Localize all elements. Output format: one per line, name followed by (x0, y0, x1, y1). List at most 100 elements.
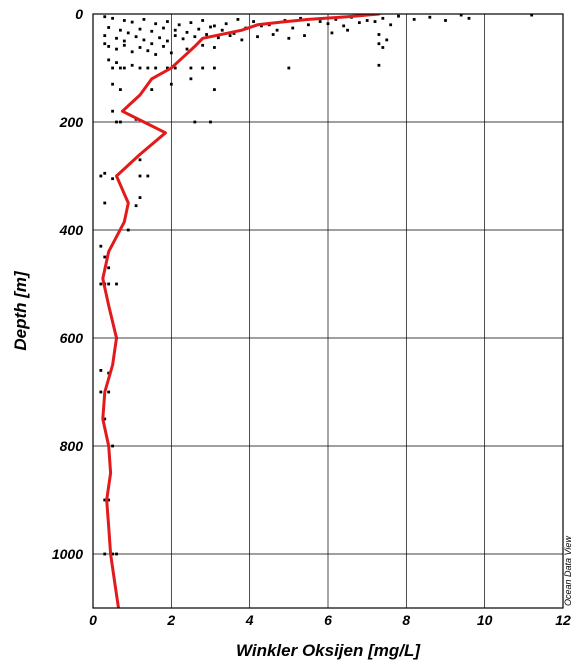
data-point-63 (216, 36, 220, 40)
data-point-136 (107, 371, 111, 375)
data-point-33 (150, 29, 154, 33)
data-point-106 (119, 88, 122, 91)
data-point-130 (99, 282, 103, 286)
data-point-34 (162, 26, 165, 30)
data-point-9 (201, 19, 205, 22)
data-point-144 (111, 552, 114, 556)
data-point-7 (177, 23, 181, 27)
data-point-99 (201, 66, 205, 70)
data-point-103 (287, 66, 291, 70)
data-point-64 (228, 34, 232, 37)
data-point-11 (224, 22, 228, 26)
x-tick-label-4: 8 (402, 612, 410, 628)
data-point-74 (103, 42, 107, 46)
data-point-23 (412, 18, 416, 21)
data-point-5 (154, 22, 158, 26)
data-point-143 (103, 552, 107, 556)
data-point-60 (181, 37, 185, 41)
data-point-132 (107, 282, 111, 286)
data-point-120 (99, 174, 103, 178)
data-point-82 (162, 45, 165, 48)
data-point-83 (169, 51, 173, 55)
data-point-129 (107, 266, 111, 270)
data-point-58 (166, 39, 169, 43)
data-point-105 (111, 82, 114, 86)
x-tick-label-6: 12 (555, 612, 571, 628)
data-point-13 (252, 20, 255, 23)
data-point-2 (122, 19, 126, 22)
mean-profile-line (101, 14, 381, 608)
data-point-53 (122, 39, 126, 43)
data-point-57 (158, 36, 161, 40)
data-point-48 (357, 21, 361, 25)
data-point-29 (107, 26, 111, 29)
data-point-72 (377, 33, 381, 36)
data-point-116 (209, 120, 212, 124)
y-tick-label-3: 600 (60, 330, 84, 346)
data-point-123 (138, 196, 142, 199)
data-point-84 (185, 47, 189, 51)
data-point-109 (189, 77, 193, 81)
data-point-51 (103, 34, 107, 37)
x-axis-title: Winkler Oksijen [mg/L] (236, 641, 421, 660)
data-point-44 (291, 26, 295, 30)
data-point-91 (119, 66, 122, 70)
data-point-101 (111, 66, 114, 70)
data-point-124 (134, 204, 138, 208)
y-axis-title: Depth [m] (11, 270, 30, 351)
data-point-62 (205, 33, 208, 36)
data-point-37 (197, 27, 201, 31)
data-point-32 (138, 27, 142, 31)
data-point-56 (150, 42, 154, 46)
data-point-96 (166, 66, 169, 70)
data-point-52 (115, 36, 118, 40)
data-point-93 (138, 66, 142, 70)
data-point-102 (122, 66, 126, 70)
data-point-81 (154, 53, 158, 56)
data-point-107 (150, 88, 154, 91)
data-point-0 (103, 15, 107, 19)
data-point-17 (318, 20, 322, 23)
y-tick-label-4: 800 (60, 438, 84, 454)
data-point-45 (307, 23, 310, 27)
data-point-94 (146, 66, 150, 70)
data-point-139 (103, 417, 107, 421)
data-point-10 (213, 24, 216, 28)
data-point-54 (134, 35, 138, 39)
data-point-89 (107, 58, 111, 62)
data-point-26 (459, 14, 463, 17)
x-tick-label-5: 10 (477, 612, 493, 628)
profile-line-group (101, 14, 381, 608)
y-tick-label-5: 1000 (52, 546, 83, 562)
data-point-39 (220, 28, 224, 32)
data-point-27 (467, 16, 471, 20)
data-point-70 (330, 31, 334, 35)
x-tick-label-3: 6 (324, 612, 332, 628)
data-point-113 (119, 120, 122, 124)
data-point-66 (256, 35, 259, 39)
data-point-127 (99, 244, 103, 248)
data-point-110 (213, 88, 216, 91)
data-point-42 (260, 24, 263, 28)
data-point-80 (146, 49, 150, 53)
data-point-92 (130, 63, 134, 67)
data-point-97 (173, 66, 177, 70)
data-point-108 (169, 82, 173, 86)
data-point-12 (236, 18, 240, 21)
data-point-86 (213, 46, 216, 49)
data-point-122 (111, 177, 114, 181)
y-tick-label-1: 200 (59, 114, 84, 130)
data-point-71 (346, 28, 349, 32)
data-points (99, 14, 534, 556)
data-point-79 (138, 46, 142, 49)
y-tick-label-0: 0 (75, 6, 83, 22)
data-point-43 (275, 28, 279, 32)
data-point-68 (287, 36, 291, 40)
data-point-30 (119, 28, 122, 32)
data-point-1 (111, 16, 114, 20)
data-point-46 (326, 22, 330, 26)
data-point-100 (213, 66, 216, 70)
data-point-115 (193, 120, 197, 124)
data-point-119 (146, 174, 150, 178)
